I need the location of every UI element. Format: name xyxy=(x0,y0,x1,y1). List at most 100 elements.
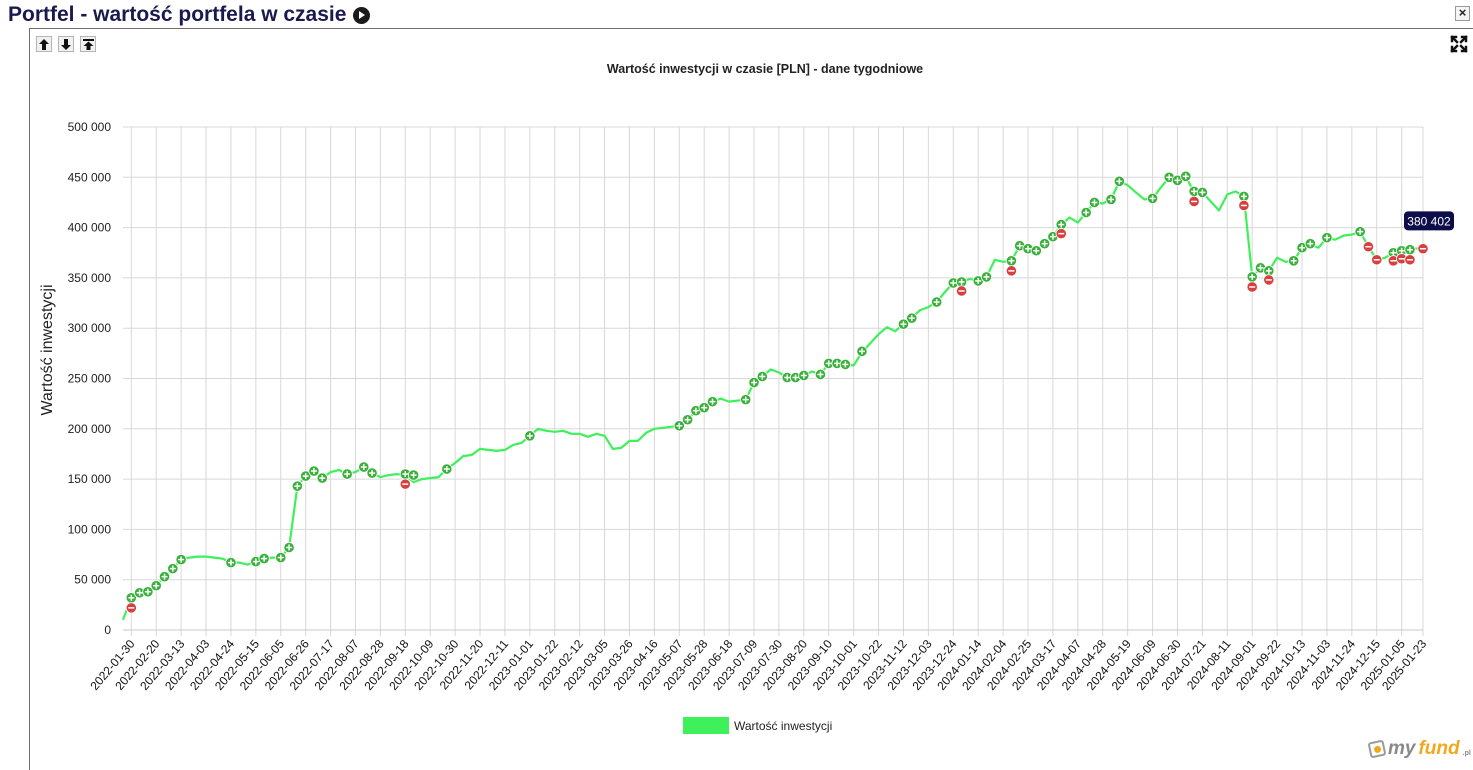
buy-marker[interactable] xyxy=(283,541,295,554)
buy-marker[interactable] xyxy=(1387,247,1399,259)
buy-marker[interactable] xyxy=(258,552,270,565)
buy-marker[interactable] xyxy=(897,318,910,330)
y-tick-label: 150 000 xyxy=(68,472,112,486)
buy-marker[interactable] xyxy=(300,470,312,482)
buy-marker[interactable] xyxy=(250,555,262,568)
buy-marker[interactable] xyxy=(291,480,303,492)
buy-marker[interactable] xyxy=(1196,186,1208,198)
arrow-down-icon[interactable] xyxy=(58,36,74,52)
sell-marker[interactable] xyxy=(1362,241,1375,253)
buy-marker[interactable] xyxy=(1055,218,1067,231)
sell-marker[interactable] xyxy=(1263,274,1275,286)
buy-marker[interactable] xyxy=(740,394,752,406)
logo-text-suffix: .pl xyxy=(1462,750,1471,757)
sell-marker[interactable] xyxy=(1371,254,1383,266)
chart-series xyxy=(121,175,1424,621)
buy-marker[interactable] xyxy=(1113,175,1125,187)
y-tick-label: 0 xyxy=(104,623,111,637)
series-line xyxy=(121,175,1424,621)
buy-marker[interactable] xyxy=(1404,244,1416,256)
sell-marker[interactable] xyxy=(955,285,968,297)
buy-marker[interactable] xyxy=(358,461,370,473)
fullscreen-icon[interactable] xyxy=(1450,35,1468,53)
sell-marker[interactable] xyxy=(1005,265,1018,277)
sell-marker[interactable] xyxy=(1188,195,1200,208)
arrow-up-icon[interactable] xyxy=(36,36,52,52)
buy-marker[interactable] xyxy=(1288,255,1300,267)
buy-marker[interactable] xyxy=(150,580,162,592)
sell-marker[interactable] xyxy=(1396,253,1408,265)
buy-marker[interactable] xyxy=(831,357,843,370)
buy-marker[interactable] xyxy=(441,463,453,475)
buy-marker[interactable] xyxy=(856,345,868,357)
sell-marker[interactable] xyxy=(1238,199,1250,212)
sell-marker[interactable] xyxy=(125,602,137,614)
buy-marker[interactable] xyxy=(1080,206,1092,219)
close-button[interactable]: × xyxy=(1455,6,1470,21)
buy-marker[interactable] xyxy=(408,469,420,481)
y-tick-label: 300 000 xyxy=(68,321,112,335)
buy-marker[interactable] xyxy=(524,430,536,442)
buy-marker[interactable] xyxy=(839,358,851,371)
sell-marker[interactable] xyxy=(399,478,411,490)
buy-marker[interactable] xyxy=(706,396,719,408)
chart-grid xyxy=(123,126,1424,636)
buy-marker[interactable] xyxy=(955,276,968,288)
buy-marker[interactable] xyxy=(175,553,187,566)
buy-marker[interactable] xyxy=(225,556,237,569)
buy-marker[interactable] xyxy=(906,312,918,324)
logo-text-fund: fund xyxy=(1418,738,1460,759)
legend-label[interactable]: Wartość inwestycji xyxy=(734,719,832,733)
buy-marker[interactable] xyxy=(316,472,328,484)
buy-marker[interactable] xyxy=(308,465,320,477)
arrow-top-icon[interactable] xyxy=(80,36,96,52)
sell-marker[interactable] xyxy=(1417,243,1429,255)
buy-marker[interactable] xyxy=(341,468,353,480)
buy-marker[interactable] xyxy=(931,296,943,308)
buy-marker[interactable] xyxy=(673,420,685,432)
buy-marker[interactable] xyxy=(1005,255,1018,267)
chart-title: Wartość inwestycji w czasie [PLN] - dane… xyxy=(607,62,923,76)
buy-marker[interactable] xyxy=(1321,232,1333,244)
logo-text-my: my xyxy=(1388,738,1416,759)
buy-marker[interactable] xyxy=(1146,192,1159,205)
buy-marker[interactable] xyxy=(1105,193,1117,206)
sell-marker[interactable] xyxy=(1404,254,1416,266)
myfund-logo: my fund .pl xyxy=(1367,738,1471,760)
buy-marker[interactable] xyxy=(1039,238,1051,250)
buy-marker[interactable] xyxy=(798,369,810,382)
sell-marker[interactable] xyxy=(1387,255,1399,267)
buy-marker[interactable] xyxy=(167,563,179,575)
buy-marker[interactable] xyxy=(158,571,171,583)
buy-marker[interactable] xyxy=(142,586,154,598)
buy-marker[interactable] xyxy=(756,370,768,383)
buy-marker[interactable] xyxy=(1030,245,1042,257)
buy-marker[interactable] xyxy=(366,467,378,479)
buy-marker[interactable] xyxy=(1246,271,1258,283)
buy-marker[interactable] xyxy=(681,414,694,426)
arrow-right-circle-icon[interactable] xyxy=(353,6,371,24)
buy-marker[interactable] xyxy=(972,275,984,287)
buy-marker[interactable] xyxy=(980,271,993,283)
y-tick-label: 50 000 xyxy=(74,573,111,587)
chart-legend[interactable]: Wartość inwestycji xyxy=(683,717,832,734)
buy-marker[interactable] xyxy=(1354,226,1366,238)
buy-marker[interactable] xyxy=(275,551,287,564)
sell-marker[interactable] xyxy=(1055,228,1067,240)
buy-marker[interactable] xyxy=(698,402,710,414)
buy-marker[interactable] xyxy=(134,587,146,599)
buy-marker[interactable] xyxy=(1304,238,1316,250)
buy-marker[interactable] xyxy=(1180,170,1192,182)
legend-swatch[interactable] xyxy=(683,717,729,734)
buy-marker[interactable] xyxy=(1238,190,1250,203)
y-tick-label: 450 000 xyxy=(68,170,112,184)
buy-marker[interactable] xyxy=(125,592,137,604)
y-tick-label: 250 000 xyxy=(68,372,112,386)
y-tick-label: 200 000 xyxy=(68,422,112,436)
sell-marker[interactable] xyxy=(1246,281,1258,293)
buy-marker[interactable] xyxy=(748,376,760,389)
buy-marker[interactable] xyxy=(814,368,827,381)
buy-marker[interactable] xyxy=(1088,196,1101,209)
y-tick-labels: 0 50 000 100 000 150 000 200 000 250 000 300 0… xyxy=(68,120,112,637)
